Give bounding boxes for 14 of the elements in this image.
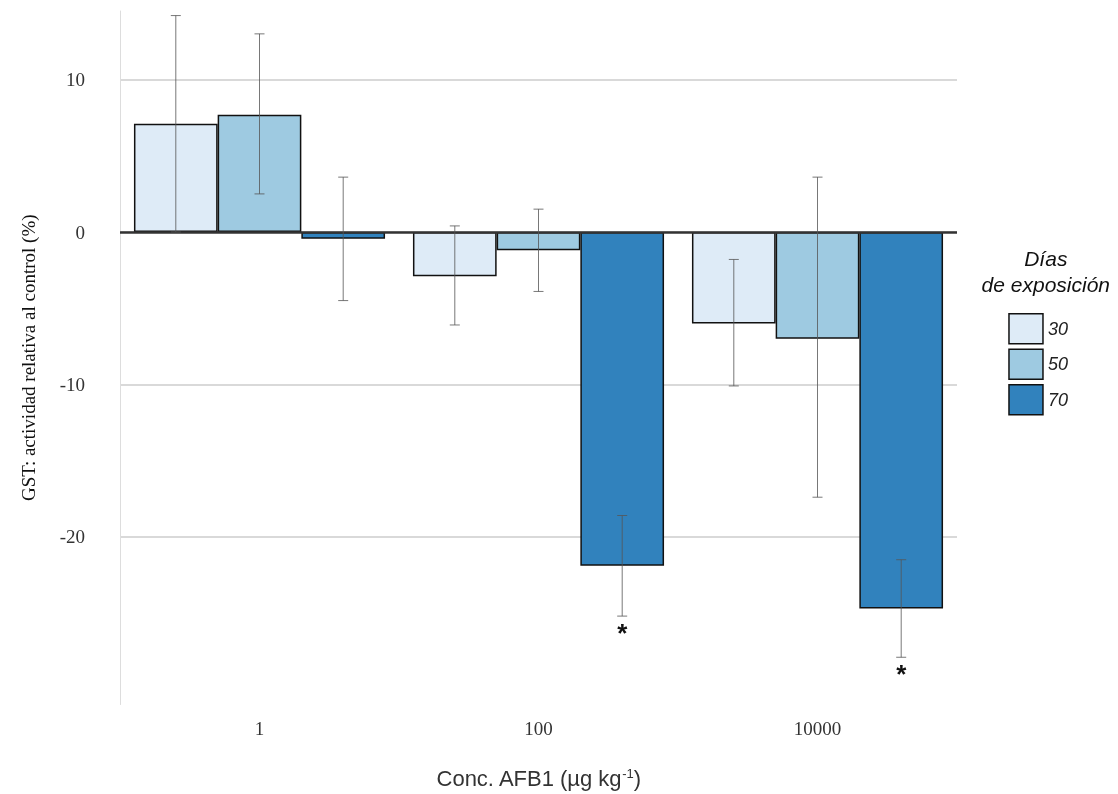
y-tick-label: -10: [59, 373, 85, 395]
x-tick-label: 100: [524, 717, 553, 739]
x-tick-label: 1: [254, 717, 265, 739]
annotation: *: [617, 618, 629, 649]
y-axis-title: GST: actividad relativa al control (%): [18, 214, 40, 502]
y-tick-label: 10: [66, 69, 85, 91]
legend-label: 70: [1047, 389, 1069, 410]
y-tick-label: 0: [75, 221, 85, 243]
legend-label: 50: [1047, 354, 1069, 375]
annotation: *: [896, 659, 908, 690]
legend-title: Días de exposición: [981, 246, 1110, 296]
y-tick-label: -20: [59, 526, 85, 548]
legend-label: 30: [1047, 318, 1069, 339]
x-tick-label: 10000: [793, 717, 842, 739]
